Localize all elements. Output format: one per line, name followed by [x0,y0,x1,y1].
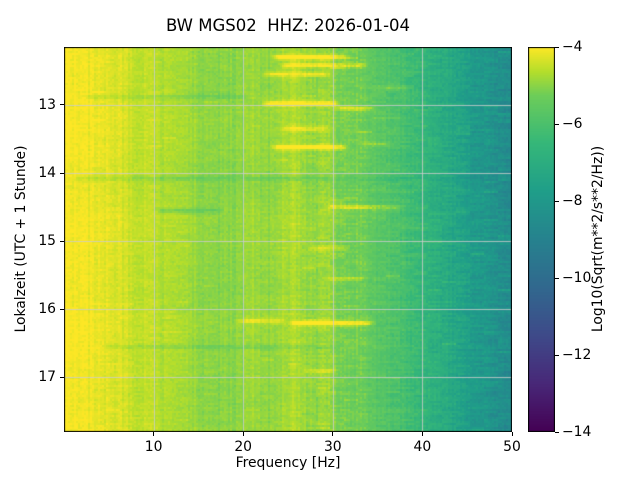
x-tick-label: 50 [503,439,521,455]
x-tick-label: 20 [234,439,253,455]
x-tick-mark [242,432,244,436]
y-tick-mark [60,308,64,310]
colorbar-tick-label: −12 [562,347,592,363]
chart-title: BW MGS02 HHZ: 2026-01-04 [165,16,411,35]
y-tick-mark [60,240,64,242]
colorbar-tick-mark [555,200,559,202]
x-tick-mark [421,432,423,436]
colorbar-tick-mark [555,431,559,433]
colorbar-tick-mark [555,354,559,356]
y-tick-label: 15 [38,233,56,250]
x-tick-label: 10 [144,439,163,455]
x-tick-mark [332,432,334,436]
x-axis-label: Frequency [Hz] [235,455,341,471]
x-tick-label: 40 [413,439,432,455]
colorbar [528,47,555,432]
x-tick-mark [511,432,513,436]
y-tick-label: 16 [38,301,56,318]
colorbar-tick-label: −8 [562,193,583,209]
colorbar-tick-mark [555,123,559,125]
y-tick-label: 14 [38,165,56,182]
colorbar-tick-mark [555,277,559,279]
colorbar-tick-label: −10 [562,270,592,286]
colorbar-tick-label: −6 [562,116,583,132]
colorbar-label: Log10(Sqrt(m**2/s**2/Hz)) [590,145,606,333]
colorbar-tick-label: −14 [562,424,592,440]
y-tick-label: 13 [38,96,56,113]
colorbar-tick-mark [555,46,559,48]
y-tick-mark [60,172,64,174]
y-tick-mark [60,104,64,106]
heatmap-canvas [64,47,512,432]
colorbar-tick-label: −4 [562,39,583,55]
x-tick-mark [153,432,155,436]
x-tick-label: 30 [323,439,342,455]
y-tick-label: 17 [38,369,56,386]
y-tick-mark [60,376,64,378]
